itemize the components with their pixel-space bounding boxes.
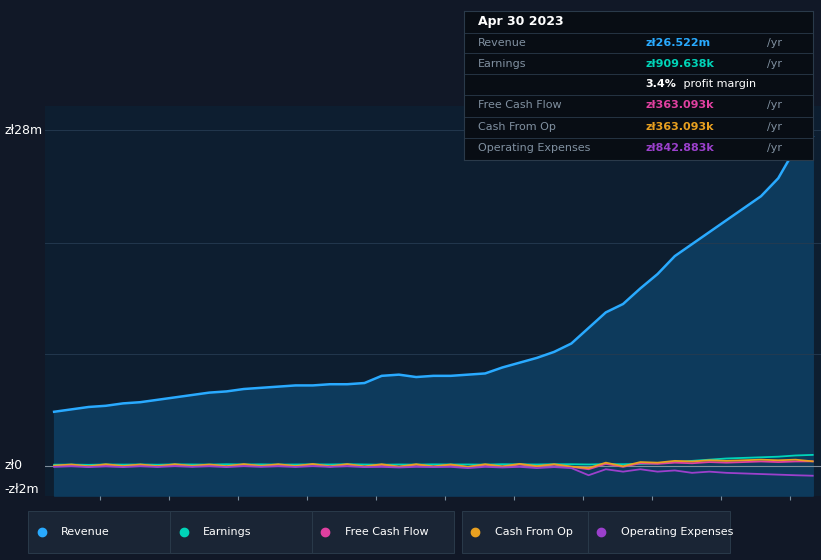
Text: Apr 30 2023: Apr 30 2023 (478, 15, 563, 28)
Text: Earnings: Earnings (204, 527, 252, 537)
Text: Free Cash Flow: Free Cash Flow (478, 100, 562, 110)
Text: Earnings: Earnings (478, 59, 526, 69)
Text: Operating Expenses: Operating Expenses (478, 143, 590, 153)
Text: /yr: /yr (768, 59, 782, 69)
Text: zł363.093k: zł363.093k (645, 100, 713, 110)
Text: Cash From Op: Cash From Op (495, 527, 573, 537)
FancyBboxPatch shape (28, 511, 170, 553)
Text: Cash From Op: Cash From Op (478, 122, 556, 132)
Text: /yr: /yr (768, 143, 782, 153)
Text: zł363.093k: zł363.093k (645, 122, 713, 132)
Text: /yr: /yr (768, 122, 782, 132)
FancyBboxPatch shape (312, 511, 454, 553)
Text: /yr: /yr (768, 100, 782, 110)
Text: zł0: zł0 (4, 459, 22, 472)
Text: zł842.883k: zł842.883k (645, 143, 714, 153)
Text: zł909.638k: zł909.638k (645, 59, 714, 69)
Text: -zł2m: -zł2m (4, 483, 39, 496)
FancyBboxPatch shape (170, 511, 312, 553)
Text: zł28m: zł28m (4, 124, 42, 137)
FancyBboxPatch shape (461, 511, 603, 553)
Text: 3.4%: 3.4% (645, 79, 677, 89)
Text: Operating Expenses: Operating Expenses (621, 527, 733, 537)
Text: Revenue: Revenue (62, 527, 110, 537)
Text: profit margin: profit margin (680, 79, 756, 89)
FancyBboxPatch shape (588, 511, 730, 553)
Text: zł26.522m: zł26.522m (645, 38, 710, 48)
Text: /yr: /yr (768, 38, 782, 48)
Text: Revenue: Revenue (478, 38, 526, 48)
Text: Free Cash Flow: Free Cash Flow (345, 527, 429, 537)
